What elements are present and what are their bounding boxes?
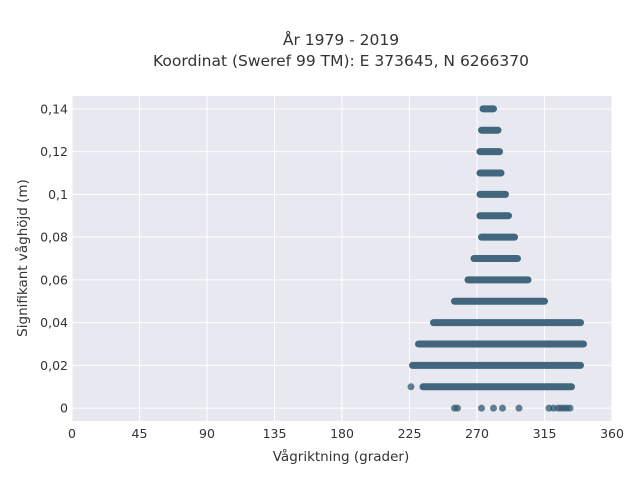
data-band: [476, 148, 503, 156]
y-tick-label: 0,12: [40, 144, 68, 159]
x-tick-label: 225: [398, 426, 422, 441]
data-point: [407, 383, 415, 391]
data-bands: [409, 105, 587, 391]
data-band: [409, 361, 584, 369]
chart-title-line1: År 1979 - 2019: [283, 30, 399, 49]
data-band: [430, 319, 584, 327]
y-tick-label: 0,08: [40, 230, 68, 245]
data-band: [478, 126, 502, 134]
data-band: [476, 169, 505, 177]
data-band: [464, 276, 532, 284]
chart-title-line2: Koordinat (Sweref 99 TM): E 373645, N 62…: [153, 52, 529, 70]
x-tick-label: 90: [199, 426, 215, 441]
x-tick-label: 0: [68, 426, 76, 441]
y-tick-label: 0,14: [40, 101, 68, 116]
data-point: [454, 404, 461, 412]
data-point: [566, 404, 574, 412]
data-band: [479, 105, 497, 113]
data-band: [476, 212, 512, 220]
data-band: [451, 297, 548, 305]
data-point: [490, 404, 497, 412]
x-tick-label: 180: [330, 426, 354, 441]
data-band: [419, 383, 575, 391]
data-band: [476, 190, 509, 198]
data-point: [478, 404, 485, 412]
y-tick-labels: 0 0,02 0,04 0,06 0,08 0,1 0,12 0,14: [40, 101, 68, 415]
data-point: [499, 404, 506, 412]
data-points: [407, 383, 574, 412]
y-tick-label: 0: [60, 401, 68, 416]
data-point: [515, 404, 523, 412]
data-band: [415, 340, 587, 348]
x-tick-label: 45: [132, 426, 148, 441]
data-band: [478, 233, 518, 241]
x-tick-label: 270: [465, 426, 489, 441]
x-tick-labels: 0 45 90 135 180 225 270 315 360: [68, 426, 624, 441]
data-band: [470, 255, 521, 262]
y-tick-label: 0,1: [48, 187, 68, 202]
y-axis-label: Signifikant våghöjd (m): [14, 179, 31, 337]
x-tick-label: 315: [533, 426, 557, 441]
y-tick-label: 0,04: [40, 315, 68, 330]
y-tick-label: 0,02: [40, 358, 68, 373]
y-tick-label: 0,06: [40, 272, 68, 287]
x-tick-label: 360: [600, 426, 624, 441]
x-tick-label: 135: [263, 426, 287, 441]
x-axis-label: Vågriktning (grader): [273, 448, 410, 465]
